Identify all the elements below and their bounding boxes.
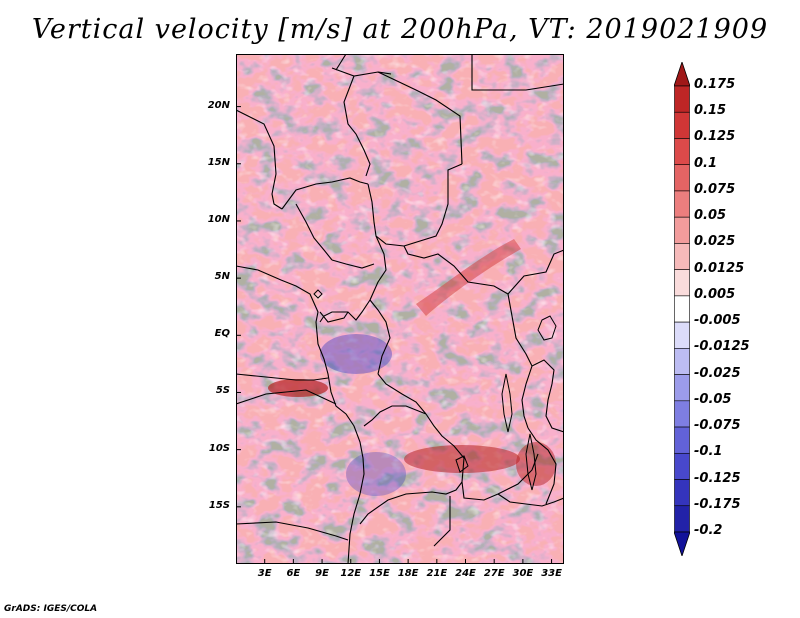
grads-credit: GrADS: IGES/COLA [4, 604, 98, 614]
colorbar-segment [674, 505, 690, 533]
colorbar-label: 0.075 [694, 181, 736, 197]
colorbar-segment [674, 400, 690, 428]
colorbar-segment [674, 85, 690, 113]
longitude-label: 24E [455, 568, 476, 579]
colorbar-label: 0.05 [694, 208, 727, 224]
colorbar-segment [674, 269, 690, 297]
longitude-label: 15E [369, 568, 390, 579]
colorbar-bottom-arrow [674, 531, 690, 556]
longitude-label: 30E [512, 568, 534, 579]
lakes [313, 289, 557, 491]
colorbar-label: -0.175 [694, 496, 741, 512]
longitude-label: 27E [483, 568, 505, 579]
colorbar-segment [674, 243, 690, 270]
colorbar-segment [674, 190, 690, 218]
latitude-label: 5S [215, 385, 230, 397]
longitude-label: 6E [286, 568, 301, 579]
colorbar-segment [674, 295, 690, 323]
map-frame [236, 54, 564, 564]
colorbar-label: -0.2 [694, 523, 723, 538]
colorbar-segment [674, 138, 690, 166]
longitude-label: 3E [257, 568, 272, 579]
colorbar-label: -0.075 [694, 418, 741, 434]
latitude-label: 20N [207, 99, 230, 111]
longitude-label: 21E [426, 568, 448, 579]
colorbar-label: 0.025 [694, 234, 736, 250]
longitude-label: 33E [541, 568, 562, 579]
vertical-velocity-field-map[interactable] [236, 54, 564, 564]
colorbar-segment [674, 348, 690, 375]
map-title: Vertical velocity [m/s] at 200hPa, VT: 2… [31, 14, 769, 45]
colorbar-label: 0.1 [694, 155, 718, 171]
latitude-label: 10N [207, 213, 230, 225]
field-white-gaps [236, 54, 564, 564]
colorbar-top-arrow [674, 62, 690, 87]
colorbar-segment [674, 452, 690, 480]
colorbar-label: 0.005 [694, 286, 736, 302]
colorbar-segment [674, 164, 690, 192]
updraft-band-northeast [416, 239, 521, 316]
updraft-core-southeast [404, 445, 520, 473]
colorbar-label: -0.025 [694, 365, 741, 381]
longitude-label: 18E [397, 568, 419, 579]
latitude-label: 5N [214, 271, 230, 283]
colorbar [674, 62, 690, 556]
colorbar-segment [674, 111, 690, 139]
colorbar-label: -0.005 [694, 313, 741, 329]
colorbar-label: 0.0125 [694, 260, 745, 276]
latitude-label: 15S [208, 499, 230, 511]
colorbar-segment [674, 321, 690, 349]
colorbar-label: 0.175 [694, 77, 736, 92]
map-panel[interactable] [236, 54, 564, 564]
longitude-label: 9E [315, 568, 329, 579]
downdraft-patch-south [346, 452, 406, 496]
colorbar-segment [674, 426, 690, 454]
colorbar-segment [674, 479, 690, 507]
downdraft-patch-west [320, 334, 392, 374]
colorbar-segment [674, 216, 690, 244]
colorbar-label: -0.05 [694, 391, 732, 407]
latitude-label: EQ [214, 328, 230, 340]
colorbar-label: -0.125 [694, 470, 741, 486]
latitude-label: 15N [207, 156, 230, 168]
colorbar-segment [674, 374, 690, 402]
colorbar-label: -0.1 [694, 444, 723, 460]
updraft-core-southwest [268, 379, 328, 397]
colorbar-label: 0.15 [694, 103, 727, 119]
longitude-label: 12E [340, 568, 362, 579]
country-borders [236, 54, 564, 564]
colorbar-label: 0.125 [694, 129, 736, 145]
colorbar-label: -0.0125 [694, 339, 750, 355]
latitude-label: 10S [208, 442, 230, 454]
